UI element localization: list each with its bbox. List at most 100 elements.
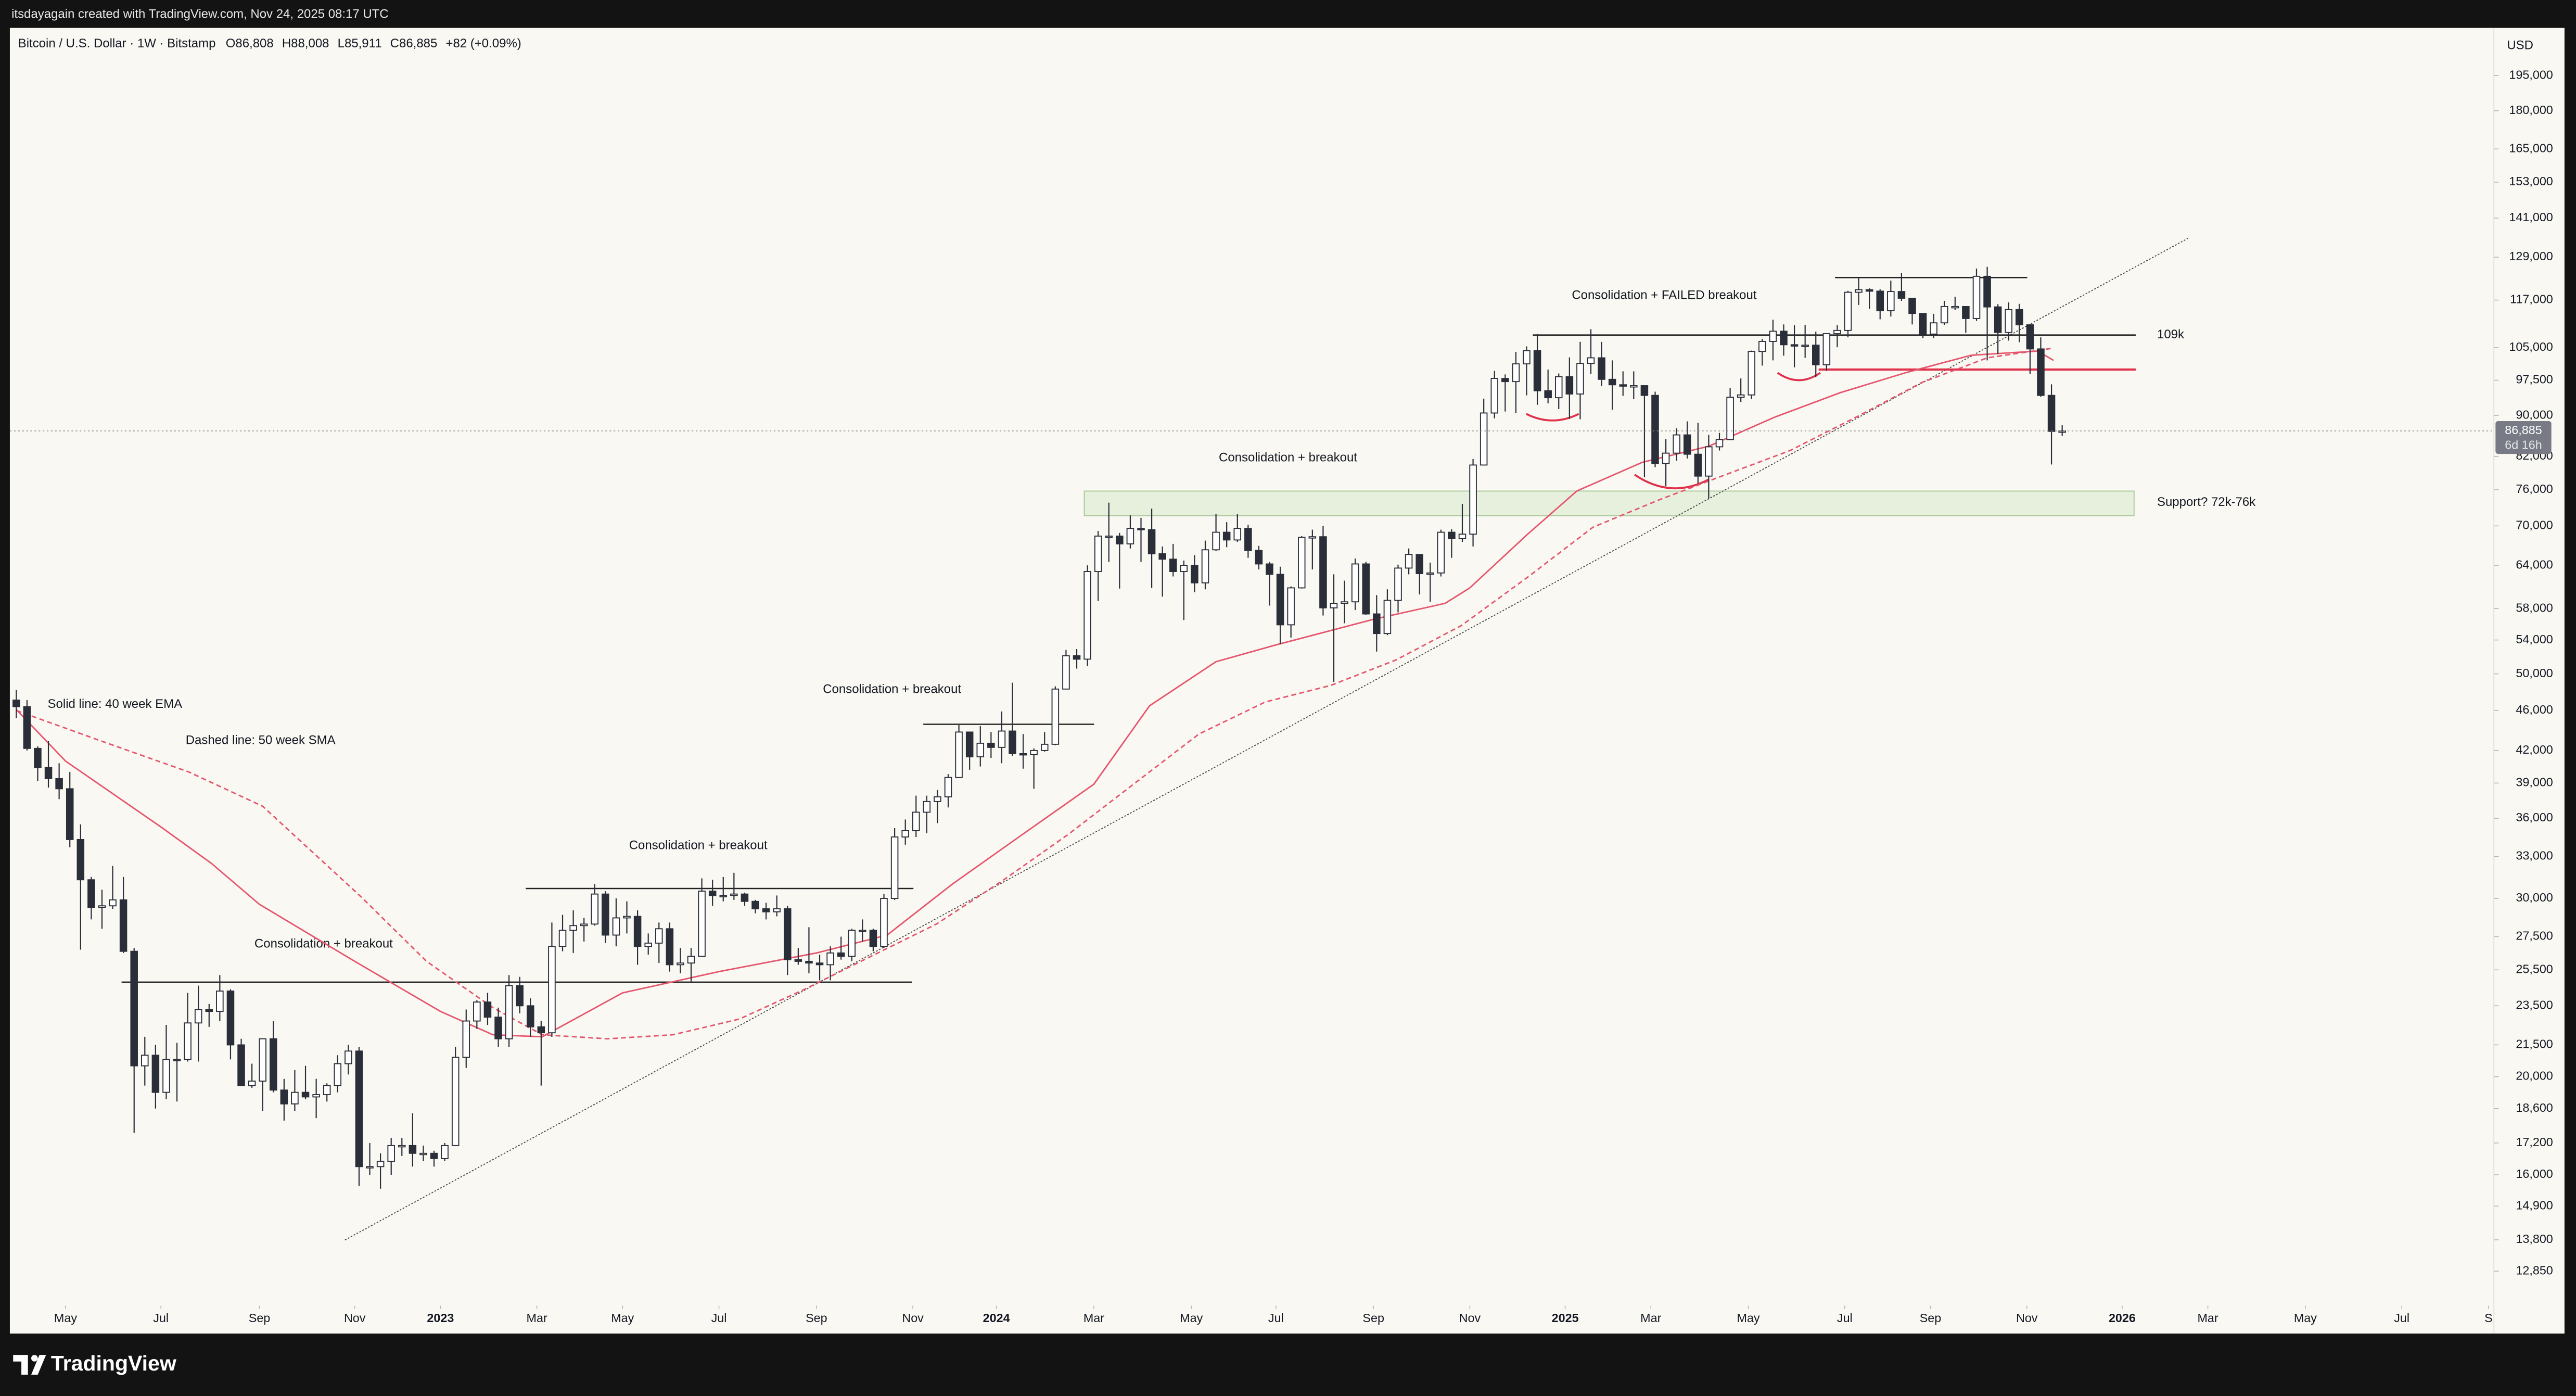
x-tick-label: Sep: [249, 1311, 271, 1325]
candle-body: [965, 731, 974, 757]
candle-body: [334, 1063, 342, 1086]
candle-body: [2058, 430, 2066, 433]
x-tick-label: Jul: [711, 1311, 727, 1325]
candle-body: [312, 1094, 320, 1098]
candle-body: [12, 700, 20, 707]
brand-logo-dot: [31, 1355, 38, 1362]
candle-body: [1480, 412, 1488, 466]
candle-body: [355, 1050, 363, 1167]
x-tick-label: Nov: [1459, 1311, 1481, 1325]
candle-body: [1073, 655, 1081, 660]
candle-body: [1405, 554, 1413, 569]
candle-body: [1362, 563, 1370, 615]
candle-body: [430, 1152, 438, 1159]
x-tick-label: 2025: [1552, 1311, 1579, 1325]
candle-body: [1169, 559, 1177, 573]
candle-body: [2005, 309, 2013, 333]
y-tick-label: 141,000: [2509, 210, 2553, 224]
candle-body: [301, 1092, 310, 1098]
y-tick-label: 90,000: [2516, 408, 2553, 421]
candle-body: [1844, 291, 1852, 331]
candle-body: [976, 742, 985, 757]
candle-body: [1801, 345, 1809, 347]
candle-body: [1630, 385, 1638, 388]
x-tick-label: May: [2294, 1311, 2317, 1325]
candle-body: [1640, 385, 1649, 396]
candle-body: [1673, 434, 1680, 454]
candle-body: [687, 956, 695, 964]
candle-body: [762, 908, 770, 912]
candle-body: [1876, 290, 1884, 311]
y-tick-label: 12,850: [2516, 1263, 2553, 1277]
candle-body: [677, 962, 684, 966]
candle-body: [366, 1166, 374, 1169]
candle-body: [2047, 395, 2056, 432]
brand-logo: [13, 1355, 46, 1375]
x-tick-label: May: [1737, 1311, 1760, 1325]
ema-line: [16, 350, 2054, 1038]
candle-body: [291, 1092, 299, 1105]
candle-body: [516, 985, 524, 1007]
y-tick-label: 21,500: [2516, 1037, 2553, 1051]
y-tick-label: 97,500: [2516, 373, 2553, 386]
annotation: 109k: [2157, 327, 2185, 341]
candle-body: [1222, 531, 1231, 541]
candle-body: [1341, 601, 1348, 604]
candle-body: [591, 893, 599, 925]
arc: [1634, 474, 1710, 490]
candle-body: [1533, 350, 1541, 391]
candle-body: [1608, 378, 1616, 386]
candle-body: [1983, 275, 1991, 308]
candle-body: [1501, 378, 1509, 383]
candle-body: [1330, 603, 1338, 608]
y-tick-label: 18,600: [2516, 1101, 2553, 1114]
y-tick-label: 30,000: [2516, 891, 2553, 904]
x-tick-label: May: [1180, 1311, 1203, 1325]
candle-body: [1469, 464, 1477, 535]
candle-body: [730, 893, 738, 896]
legend-value: 86,808: [235, 37, 273, 51]
y-tick-label: 105,000: [2509, 340, 2553, 353]
candle-body: [473, 1001, 481, 1022]
candle-body: [698, 891, 706, 957]
candle-body: [323, 1085, 331, 1095]
candle-body: [194, 1009, 202, 1024]
candle-body: [1415, 554, 1423, 575]
candle-body: [119, 899, 127, 952]
annotation: Solid line: 40 week EMA: [48, 697, 183, 711]
candle-body: [1887, 291, 1895, 311]
candle-body: [1726, 397, 1734, 440]
candle-body: [1908, 297, 1916, 314]
candle-body: [1865, 289, 1873, 292]
candle-body: [1994, 306, 2002, 333]
last-price-label: 86,885: [2505, 423, 2542, 437]
candle-body: [944, 777, 952, 797]
candle-body: [1587, 357, 1595, 364]
candle-body: [34, 747, 42, 768]
candle-body: [441, 1145, 449, 1159]
candle-body: [955, 731, 963, 778]
y-tick-label: 27,500: [2516, 929, 2553, 943]
y-tick-label: 180,000: [2509, 103, 2553, 117]
candle-body: [451, 1057, 460, 1146]
candle-body: [1351, 563, 1359, 603]
legend-change: +82 (+0.09%): [445, 37, 521, 51]
candle-body: [1790, 344, 1799, 347]
candle-body: [815, 962, 824, 966]
chart-area: [9, 28, 2565, 1334]
x-tick-label: Sep: [1362, 1311, 1384, 1325]
candle-body: [1094, 535, 1102, 573]
candle-body: [2026, 324, 2034, 350]
candle-body: [848, 930, 856, 957]
candle-body: [226, 991, 235, 1046]
candle-body: [259, 1038, 266, 1082]
y-tick-label: 58,000: [2516, 601, 2553, 614]
candle-body: [1619, 384, 1627, 387]
candle-body: [751, 900, 759, 909]
candle-body: [387, 1145, 395, 1162]
candle-body: [612, 917, 620, 936]
candle-body: [1544, 390, 1552, 399]
candle-body: [655, 928, 663, 944]
candle-body: [2016, 309, 2023, 326]
